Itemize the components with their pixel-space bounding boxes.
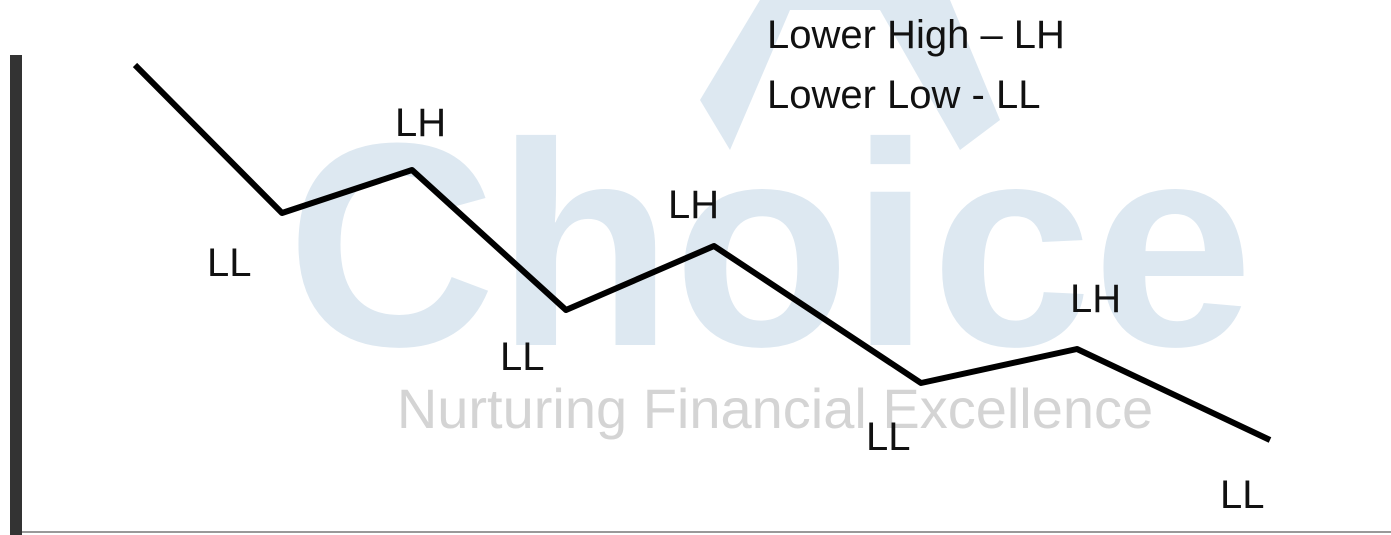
point-label: LH — [1070, 277, 1121, 321]
legend-item: Lower Low - LL — [767, 73, 1040, 117]
watermark-tagline: Nurturing Financial Excellence — [397, 377, 1153, 440]
point-label: LL — [866, 415, 911, 459]
watermark-logo — [700, 0, 1000, 150]
point-label: LH — [668, 183, 719, 227]
price-line — [132, 62, 1272, 443]
point-label: LL — [1220, 473, 1265, 517]
point-label: LH — [395, 101, 446, 145]
point-label: LL — [500, 335, 545, 379]
left-axis — [10, 55, 22, 535]
point-label: LL — [207, 241, 252, 285]
legend-item: Lower High – LH — [767, 13, 1065, 57]
